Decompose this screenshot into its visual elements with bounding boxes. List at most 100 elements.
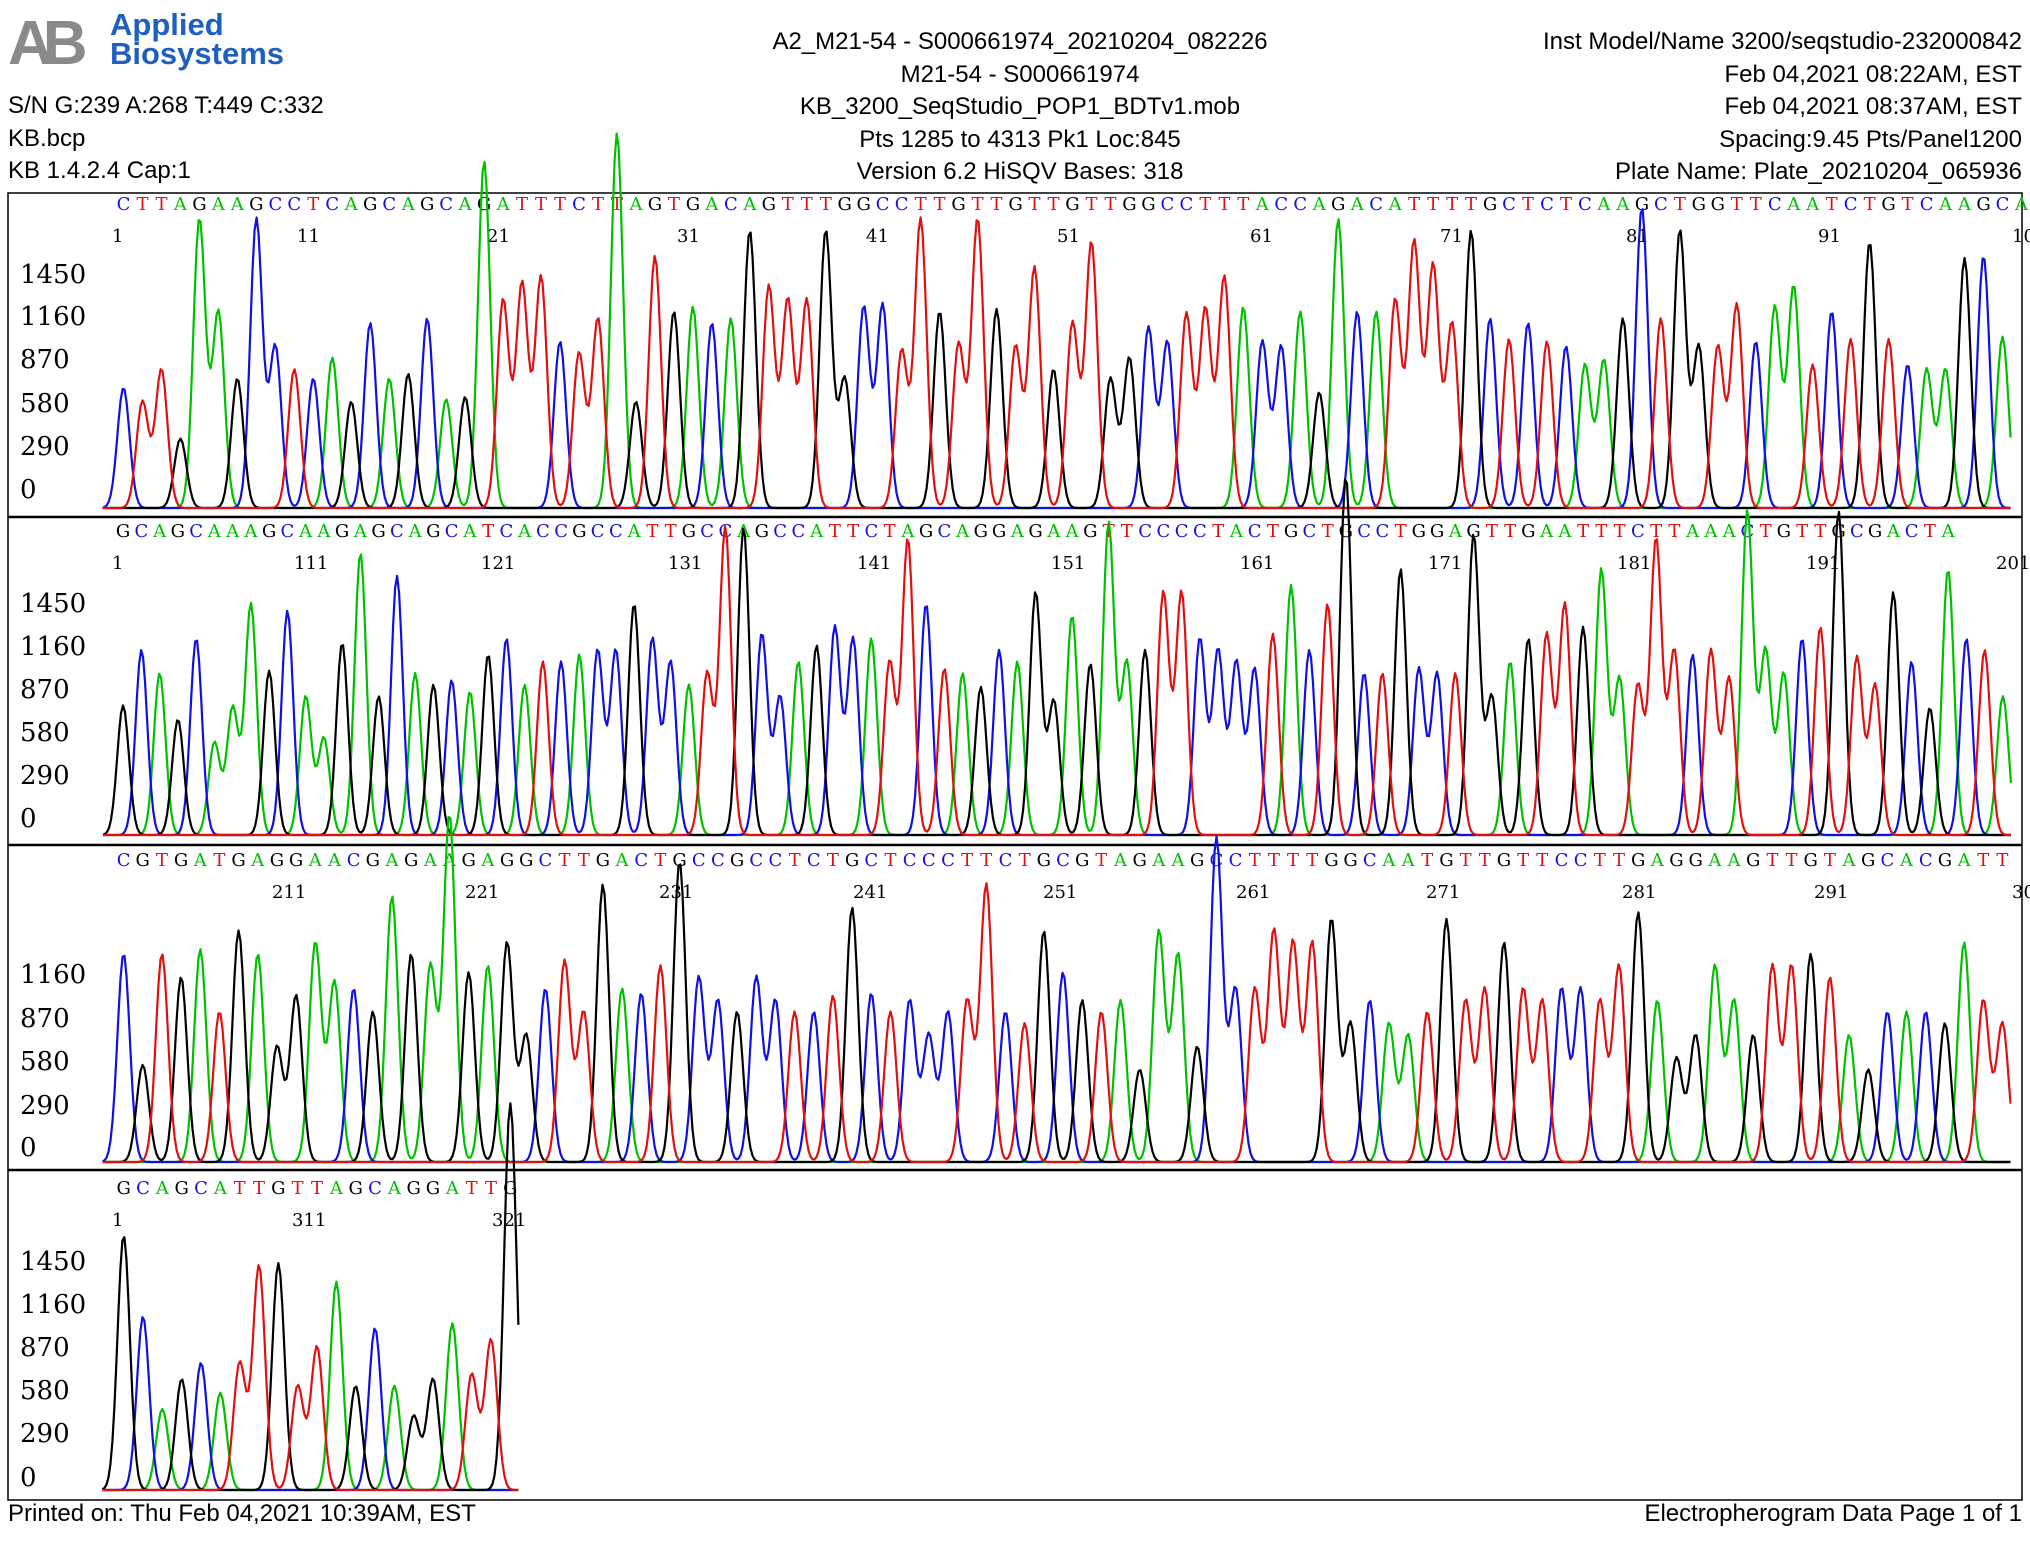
base-call-letter: C [347,850,361,871]
run-end-date: Feb 04,2021 08:37AM, EST [1724,93,2022,120]
base-call-letter: T [1613,850,1625,871]
base-call-letter: C [692,850,706,871]
trace-T [102,1264,519,1492]
base-call-letter: A [1615,194,1630,215]
base-call-letter: C [1905,521,1919,542]
base-call-letter: A [1010,521,1025,542]
base-call-letter: A [1957,850,1972,871]
base-call-letter: C [769,850,783,871]
base-call-letter: G [1065,194,1079,215]
base-call-letter: G [426,521,440,542]
base-call-letter: T [829,521,841,542]
base-call-letter: T [665,521,677,542]
base-position-label: 251 [1043,882,1077,903]
base-call-letter: G [1635,194,1649,215]
base-call-letter: A [1350,194,1365,215]
base-call-letter: A [401,194,416,215]
base-call-letter: C [591,521,605,542]
base-call-letter: T [646,521,658,542]
base-call-letter: G [1430,521,1444,542]
version-hisqv: Version 6.2 HiSQV Bases: 318 [856,158,1184,185]
base-call-letter: G [1339,521,1353,542]
base-call-letter: C [1880,850,1894,871]
base-call-letter: C [287,194,301,215]
base-call-letter: T [1824,850,1836,871]
base-call-letter: T [654,850,666,871]
base-call-letter: A [1312,194,1327,215]
base-call-letter: G [363,194,377,215]
base-position-label: 241 [853,882,887,903]
base-position-label: 191 [1806,553,1840,574]
y-tick-label: 290 [20,761,70,791]
base-position-label: 11 [297,226,320,247]
y-tick-label: 290 [20,1091,70,1121]
base-call-letter: T [782,194,794,215]
base-call-letter: G [1083,521,1097,542]
y-tick-label: 290 [20,1419,70,1449]
base-position-label: 161 [1240,553,1274,574]
base-call-letter: A [230,194,245,215]
base-call-letter: T [1421,850,1433,871]
base-call-letter: A [250,850,265,871]
base-call-letter: T [1395,521,1407,542]
base-call-letter: T [1674,194,1686,215]
base-position-label: 281 [1622,882,1656,903]
base-call-letter: G [1868,521,1882,542]
base-call-letter: A [1229,521,1244,542]
base-call-letter: A [327,850,342,871]
base-call-letter: T [466,1178,478,1199]
base-call-letter: A [1650,850,1665,871]
trace-T [102,882,2012,1164]
trace-T [103,525,2011,837]
base-call-letter: C [325,194,339,215]
base-call-letter: T [1218,194,1230,215]
base-call-letter: T [1864,194,1876,215]
base-call-letter: G [249,194,263,215]
base-call-letter: C [1654,194,1668,215]
base-call-letter: G [1141,194,1155,215]
base-call-letter: T [991,194,1003,215]
base-call-letter: A [211,194,226,215]
base-call-letter: C [903,850,917,871]
base-position-label: 1 [112,1210,123,1231]
base-call-letter: C [1175,521,1189,542]
base-call-letter: A [1046,521,1061,542]
base-call-letter: T [1766,850,1778,871]
base-call-letter: G [1190,850,1204,871]
base-call-letter: C [368,1178,382,1199]
base-call-letter: T [1750,194,1762,215]
base-call-letter: G [572,521,586,542]
base-call-letter: T [482,521,494,542]
base-call-letter: A [462,521,477,542]
base-position-label: 91 [1818,226,1841,247]
base-call-letter: C [1369,194,1383,215]
y-tick-label: 870 [20,1004,70,1034]
base-position-label: 321 [492,1210,526,1231]
base-call-letter: T [1996,850,2008,871]
base-call-letter: A [193,850,208,871]
base-call-letter: C [1156,521,1170,542]
base-call-letter: C [1357,521,1371,542]
base-call-letter: C [538,850,552,871]
base-call-letter: T [1322,521,1334,542]
base-call-letter: C [1274,194,1288,215]
base-call-letter: T [915,194,927,215]
base-call-letter: G [682,521,696,542]
base-call-letter: G [371,521,385,542]
base-call-letter: T [1924,521,1936,542]
base-call-letter: C [536,521,550,542]
base-call-letter: T [1826,194,1838,215]
base-call-letter: C [1293,194,1307,215]
base-call-letter: C [280,521,294,542]
y-tick-label: 870 [20,675,70,705]
base-position-label: 151 [1051,553,1085,574]
base-call-letter: T [1814,521,1826,542]
base-position-label: 10 [2012,226,2030,247]
base-call-letter: A [1255,194,1270,215]
base-call-letter: C [1768,194,1782,215]
base-call-letter: A [173,194,188,215]
base-call-letter: T [311,1178,323,1199]
base-call-letter: T [1465,194,1477,215]
base-call-letter: A [1786,194,1801,215]
